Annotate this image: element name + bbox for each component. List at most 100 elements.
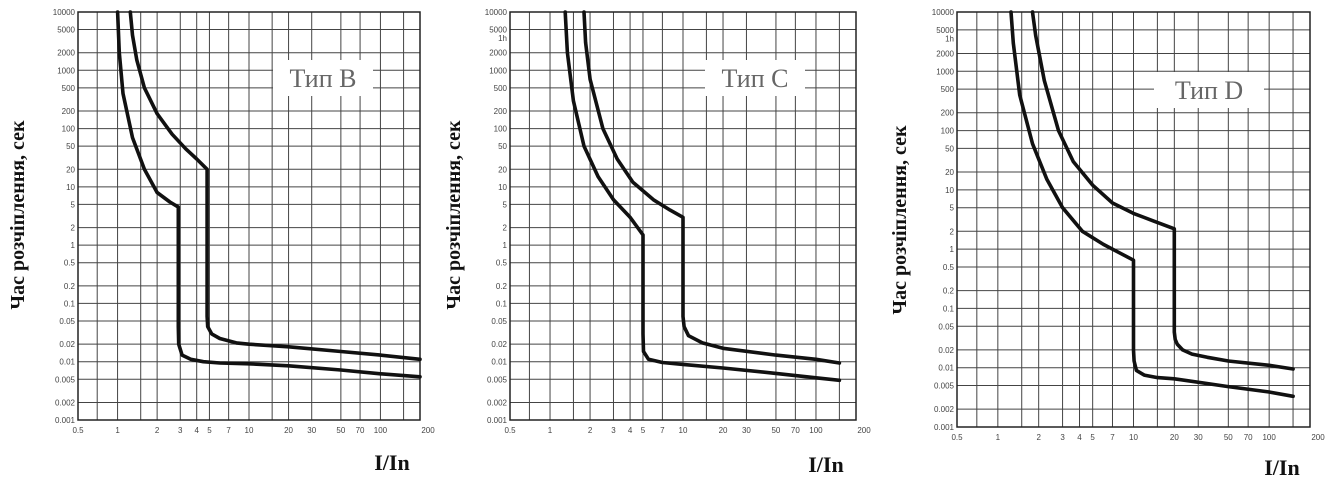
y-tick-label: 0.05 <box>491 317 507 326</box>
y-tick-label: 0.002 <box>55 398 76 407</box>
y-tick-label: 1h <box>498 34 507 43</box>
trip-curve-upper <box>582 10 842 365</box>
y-tick-label: 1000 <box>57 66 75 75</box>
y-tick-label: 0.002 <box>934 405 955 414</box>
x-tick-label: 10 <box>245 426 254 435</box>
y-tick-label: 100 <box>494 125 508 134</box>
y-tick-label: 200 <box>62 107 76 116</box>
y-tick-label: 2000 <box>57 49 75 58</box>
y-tick-label: 0.001 <box>934 423 955 432</box>
y-tick-label: 0.02 <box>59 340 75 349</box>
trip-curve-lower <box>115 10 422 379</box>
x-tick-label: 30 <box>742 426 751 435</box>
chart-panel-3: 1000050001h200010005002001005020105210.5… <box>889 8 1325 479</box>
y-tick-label: 1 <box>950 245 955 254</box>
y-tick-label: 100 <box>62 125 76 134</box>
x-tick-label: 20 <box>719 426 728 435</box>
y-tick-label: 500 <box>62 84 76 93</box>
plot-frame <box>77 11 421 421</box>
x-tick-label: 100 <box>1262 433 1276 442</box>
x-tick-label: 0.5 <box>504 426 516 435</box>
x-tick-label: 200 <box>421 426 435 435</box>
x-tick-label: 7 <box>1110 433 1115 442</box>
y-tick-label: 0.005 <box>487 375 508 384</box>
x-tick-label: 20 <box>284 426 293 435</box>
y-tick-label: 10 <box>945 186 954 195</box>
x-tick-label: 100 <box>374 426 388 435</box>
y-tick-label: 10000 <box>932 8 955 17</box>
x-tick-label: 4 <box>1077 433 1082 442</box>
y-tick-label: 0.5 <box>496 259 508 268</box>
y-tick-label: 50 <box>498 142 507 151</box>
y-tick-label: 500 <box>494 84 508 93</box>
y-tick-label: 10 <box>66 183 75 192</box>
trip-curve-upper <box>128 10 422 362</box>
y-tick-label: 0.02 <box>491 340 507 349</box>
y-tick-label: 0.1 <box>943 304 955 313</box>
y-axis-label: Час розчіплення, сек <box>7 120 29 310</box>
x-tick-label: 10 <box>1129 433 1138 442</box>
x-tick-label: 20 <box>1170 433 1179 442</box>
plot-frame <box>509 11 857 421</box>
chart-title: Тип B <box>290 64 357 93</box>
x-tick-label: 10 <box>679 426 688 435</box>
y-tick-label: 0.05 <box>938 322 954 331</box>
x-tick-label: 3 <box>178 426 183 435</box>
y-tick-label: 0.02 <box>938 346 954 355</box>
y-axis-label: Час розчіплення, сек <box>889 125 911 315</box>
x-tick-label: 7 <box>660 426 665 435</box>
y-tick-label: 200 <box>941 109 955 118</box>
y-tick-label: 50 <box>945 144 954 153</box>
y-tick-label: 0.1 <box>496 299 508 308</box>
y-tick-label: 5 <box>950 204 955 213</box>
y-tick-label: 5 <box>503 200 508 209</box>
x-tick-label: 30 <box>1194 433 1203 442</box>
x-tick-label: 70 <box>791 426 800 435</box>
type-label-bg <box>273 60 373 96</box>
x-tick-label: 5 <box>641 426 646 435</box>
x-tick-label: 2 <box>1036 433 1041 442</box>
trip-curve-lower <box>1009 10 1295 399</box>
y-tick-label: 2 <box>950 227 955 236</box>
y-tick-label: 1h <box>945 34 954 43</box>
y-tick-label: 0.2 <box>64 282 76 291</box>
y-tick-label: 0.01 <box>59 358 75 367</box>
x-tick-label: 30 <box>307 426 316 435</box>
type-label-bg <box>705 60 805 96</box>
y-tick-label: 1000 <box>936 67 954 76</box>
y-tick-label: 0.002 <box>487 398 508 407</box>
y-tick-label: 5000 <box>936 26 954 35</box>
y-tick-labels: 10000 5000 2000 1000 500 200 100 50 20 10 5 2 1 0.5 0.… <box>53 8 76 425</box>
y-tick-label: 5000 <box>489 26 507 35</box>
x-tick-label: 70 <box>1244 433 1253 442</box>
y-tick-label: 2000 <box>489 49 507 58</box>
x-tick-label: 200 <box>857 426 871 435</box>
x-tick-label: 1 <box>115 426 120 435</box>
x-tick-label: 4 <box>194 426 199 435</box>
y-tick-label: 50 <box>66 142 75 151</box>
x-tick-label: 3 <box>1060 433 1065 442</box>
y-tick-label: 0.005 <box>934 382 955 391</box>
y-tick-label: 1 <box>503 241 508 250</box>
y-tick-label: 100 <box>941 127 955 136</box>
y-tick-label: 0.005 <box>55 375 76 384</box>
x-tick-label: 200 <box>1311 433 1325 442</box>
x-tick-label: 4 <box>628 426 633 435</box>
x-tick-labels: 0.5 1 2 3 4 5 7 10 20 30 50 70 100 200 <box>72 426 435 435</box>
y-tick-label: 2 <box>503 224 508 233</box>
chart-panel-1: 100005000200010005002001005020105210.50.… <box>7 8 435 475</box>
trip-curve-lower <box>563 10 842 383</box>
y-tick-label: 0.2 <box>496 282 508 291</box>
y-tick-label: 200 <box>494 107 508 116</box>
x-tick-label: 1 <box>996 433 1001 442</box>
x-tick-label: 5 <box>207 426 212 435</box>
x-tick-label: 50 <box>1224 433 1233 442</box>
trip-curve-upper <box>1030 10 1295 371</box>
y-tick-label: 0.2 <box>943 287 955 296</box>
y-axis-label: Час розчіплення, сек <box>443 120 465 310</box>
y-tick-label: 10000 <box>485 8 508 17</box>
y-tick-label: 500 <box>941 85 955 94</box>
x-tick-label: 70 <box>356 426 365 435</box>
